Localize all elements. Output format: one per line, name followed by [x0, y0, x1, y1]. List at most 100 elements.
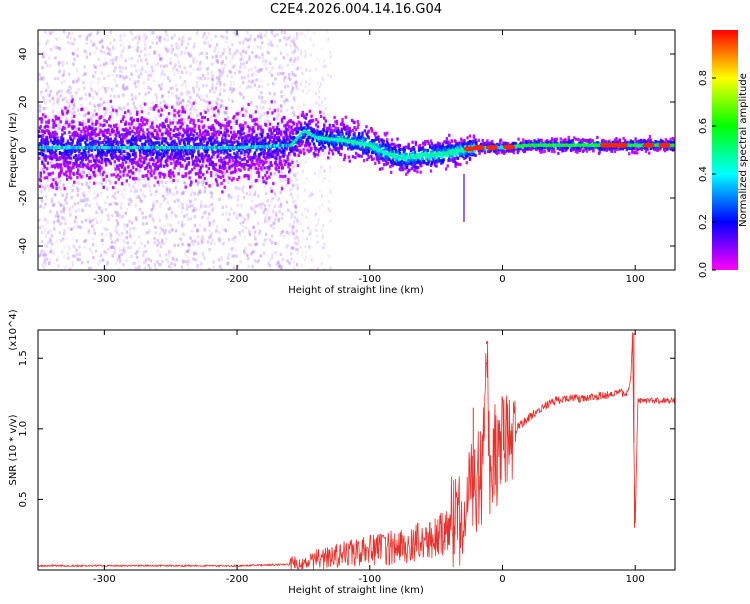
noise-speckle — [247, 257, 249, 260]
noise-speckle — [239, 260, 241, 263]
noise-speckle — [143, 81, 145, 84]
noise-speckle — [168, 208, 170, 211]
noise-speckle — [145, 250, 147, 253]
noise-speckle — [330, 170, 332, 173]
ridge-cell — [170, 162, 172, 165]
noise-speckle — [326, 159, 328, 162]
ridge-cell — [144, 136, 146, 139]
noise-speckle — [165, 181, 167, 184]
ridge-cell — [217, 153, 219, 156]
noise-speckle — [78, 182, 80, 185]
ridge-cell — [185, 186, 187, 189]
noise-speckle — [301, 213, 303, 216]
ridge-cell — [40, 117, 42, 120]
noise-speckle — [212, 260, 214, 263]
noise-speckle — [41, 240, 43, 243]
ridge-cell — [61, 133, 63, 136]
noise-speckle — [118, 214, 120, 217]
ridge-cell — [84, 130, 86, 133]
noise-speckle — [309, 38, 311, 41]
noise-speckle — [218, 50, 220, 53]
noise-speckle — [121, 215, 123, 218]
noise-speckle — [264, 185, 266, 188]
ridge-cell — [122, 174, 124, 177]
ridge-cell — [164, 125, 166, 128]
noise-speckle — [167, 192, 169, 195]
noise-speckle — [207, 41, 209, 44]
ridge-cell — [233, 115, 235, 118]
noise-speckle — [187, 260, 189, 263]
ridge-cell — [144, 103, 146, 106]
ridge-cell — [239, 169, 241, 172]
noise-speckle — [196, 264, 198, 267]
noise-speckle — [330, 220, 332, 223]
noise-speckle — [133, 190, 135, 193]
ridge-cell — [102, 186, 104, 189]
noise-speckle — [114, 241, 116, 244]
noise-speckle — [233, 122, 235, 125]
noise-speckle — [231, 174, 233, 177]
noise-speckle — [58, 90, 60, 93]
ridge-cell — [207, 118, 209, 121]
noise-speckle — [143, 40, 145, 43]
noise-speckle — [129, 227, 131, 230]
ridge-cell — [230, 131, 232, 134]
noise-speckle — [225, 56, 227, 59]
noise-speckle — [127, 241, 129, 244]
noise-speckle — [44, 258, 46, 261]
noise-speckle — [215, 54, 217, 57]
noise-speckle — [99, 64, 101, 67]
ridge-cell — [79, 121, 81, 124]
ridge-cell — [91, 133, 93, 136]
ridge-cell — [160, 152, 162, 155]
noise-speckle — [170, 87, 172, 90]
ridge-cell — [208, 167, 210, 170]
noise-speckle — [144, 43, 146, 46]
noise-speckle — [181, 211, 183, 214]
ridge-cell — [110, 162, 112, 165]
noise-speckle — [302, 89, 304, 92]
ridge-cell — [63, 187, 65, 190]
ridge-cell — [147, 177, 149, 180]
ridge-cell — [66, 121, 68, 124]
ridge-cell — [125, 161, 127, 164]
noise-speckle — [148, 70, 150, 73]
noise-speckle — [208, 248, 210, 251]
ridge-cell — [189, 183, 191, 186]
noise-speckle — [308, 195, 310, 198]
noise-speckle — [272, 33, 274, 36]
noise-speckle — [60, 210, 62, 213]
noise-speckle — [241, 215, 243, 218]
ridge-cell — [130, 117, 132, 120]
noise-speckle — [296, 242, 298, 245]
noise-speckle — [329, 210, 331, 213]
noise-speckle — [166, 38, 168, 41]
noise-speckle — [144, 195, 146, 198]
noise-speckle — [315, 92, 317, 95]
noise-speckle — [93, 191, 95, 194]
noise-speckle — [274, 205, 276, 208]
noise-speckle — [195, 59, 197, 62]
noise-speckle — [277, 109, 279, 112]
noise-speckle — [175, 42, 177, 45]
noise-speckle — [239, 186, 241, 189]
ridge-cell — [197, 119, 199, 122]
noise-speckle — [118, 106, 120, 109]
noise-speckle — [307, 226, 309, 229]
noise-speckle — [71, 205, 73, 208]
noise-speckle — [46, 245, 48, 248]
noise-speckle — [260, 181, 262, 184]
noise-speckle — [186, 92, 188, 95]
noise-speckle — [168, 49, 170, 52]
noise-speckle — [298, 239, 300, 242]
noise-speckle — [169, 62, 171, 65]
noise-speckle — [39, 77, 41, 80]
noise-speckle — [161, 83, 163, 86]
noise-speckle — [76, 48, 78, 51]
noise-speckle — [297, 196, 299, 199]
ridge-cell — [149, 166, 151, 169]
noise-speckle — [288, 262, 290, 265]
ridge-cell — [97, 140, 99, 143]
noise-speckle — [167, 95, 169, 98]
noise-speckle — [45, 234, 47, 237]
